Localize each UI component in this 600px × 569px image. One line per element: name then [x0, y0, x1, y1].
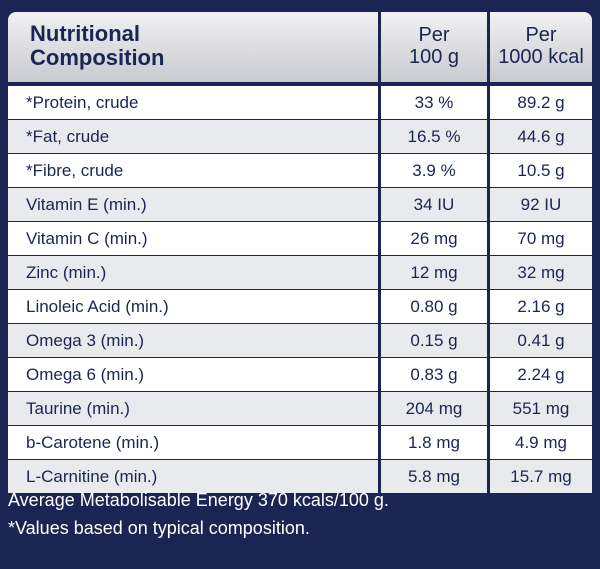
energy-note: Average Metabolisable Energy 370 kcals/1… — [8, 490, 389, 510]
value-per-1000kcal: 551 mg — [490, 392, 592, 425]
nutrient-name: Taurine (min.) — [8, 392, 378, 425]
value-per-100g: 0.15 g — [381, 324, 487, 357]
nutrient-name: L-Carnitine (min.) — [8, 460, 378, 493]
header-title-cell: Nutritional Composition — [8, 12, 378, 82]
table-row: Omega 6 (min.) 0.83 g 2.24 g — [8, 358, 592, 392]
value-per-100g: 26 mg — [381, 222, 487, 255]
header-col2-line2: 1000 kcal — [498, 46, 584, 68]
value-per-1000kcal: 0.41 g — [490, 324, 592, 357]
value-per-100g: 0.83 g — [381, 358, 487, 391]
nutrient-name: Omega 6 (min.) — [8, 358, 378, 391]
table-row: *Protein, crude 33 % 89.2 g — [8, 86, 592, 120]
value-per-1000kcal: 44.6 g — [490, 120, 592, 153]
table-row: Zinc (min.) 12 mg 32 mg — [8, 256, 592, 290]
table-row: b-Carotene (min.) 1.8 mg 4.9 mg — [8, 426, 592, 460]
header-col1-line1: Per — [418, 24, 450, 46]
table-row: Taurine (min.) 204 mg 551 mg — [8, 392, 592, 426]
value-per-1000kcal: 92 IU — [490, 188, 592, 221]
header-title-line2: Composition — [30, 45, 165, 70]
value-per-1000kcal: 2.24 g — [490, 358, 592, 391]
value-per-100g: 16.5 % — [381, 120, 487, 153]
header-title-line1: Nutritional — [30, 21, 140, 46]
value-per-100g: 0.80 g — [381, 290, 487, 323]
nutrient-name: Vitamin C (min.) — [8, 222, 378, 255]
nutrient-name: Zinc (min.) — [8, 256, 378, 289]
header-col-per-1000kcal: Per 1000 kcal — [490, 12, 592, 82]
value-per-1000kcal: 15.7 mg — [490, 460, 592, 493]
table-row: Omega 3 (min.) 0.15 g 0.41 g — [8, 324, 592, 358]
value-per-100g: 3.9 % — [381, 154, 487, 187]
nutrient-name: Omega 3 (min.) — [8, 324, 378, 357]
table-body: *Protein, crude 33 % 89.2 g *Fat, crude … — [8, 86, 592, 494]
table-row: Vitamin E (min.) 34 IU 92 IU — [8, 188, 592, 222]
value-per-1000kcal: 10.5 g — [490, 154, 592, 187]
header-col-per-100g: Per 100 g — [381, 12, 487, 82]
table-row: L-Carnitine (min.) 5.8 mg 15.7 mg — [8, 460, 592, 494]
value-per-100g: 5.8 mg — [381, 460, 487, 493]
header-col1-line2: 100 g — [408, 46, 460, 68]
nutrient-name: *Fat, crude — [8, 120, 378, 153]
value-per-100g: 34 IU — [381, 188, 487, 221]
nutrient-name: b-Carotene (min.) — [8, 426, 378, 459]
value-per-1000kcal: 2.16 g — [490, 290, 592, 323]
value-per-100g: 1.8 mg — [381, 426, 487, 459]
value-per-100g: 33 % — [381, 86, 487, 119]
value-per-100g: 12 mg — [381, 256, 487, 289]
values-note: *Values based on typical composition. — [8, 518, 310, 538]
table-header: Nutritional Composition Per 100 g Per 10… — [8, 12, 592, 82]
nutrition-table: Nutritional Composition Per 100 g Per 10… — [8, 12, 592, 493]
value-per-1000kcal: 70 mg — [490, 222, 592, 255]
header-col2-line1: Per — [525, 24, 557, 46]
value-per-1000kcal: 32 mg — [490, 256, 592, 289]
value-per-1000kcal: 89.2 g — [490, 86, 592, 119]
nutrient-name: *Fibre, crude — [8, 154, 378, 187]
nutrient-name: *Protein, crude — [8, 86, 378, 119]
value-per-100g: 204 mg — [381, 392, 487, 425]
footnote: Average Metabolisable Energy 370 kcals/1… — [8, 486, 389, 542]
table-row: *Fibre, crude 3.9 % 10.5 g — [8, 154, 592, 188]
nutrient-name: Linoleic Acid (min.) — [8, 290, 378, 323]
table-row: Linoleic Acid (min.) 0.80 g 2.16 g — [8, 290, 592, 324]
table-row: Vitamin C (min.) 26 mg 70 mg — [8, 222, 592, 256]
nutrient-name: Vitamin E (min.) — [8, 188, 378, 221]
value-per-1000kcal: 4.9 mg — [490, 426, 592, 459]
table-row: *Fat, crude 16.5 % 44.6 g — [8, 120, 592, 154]
